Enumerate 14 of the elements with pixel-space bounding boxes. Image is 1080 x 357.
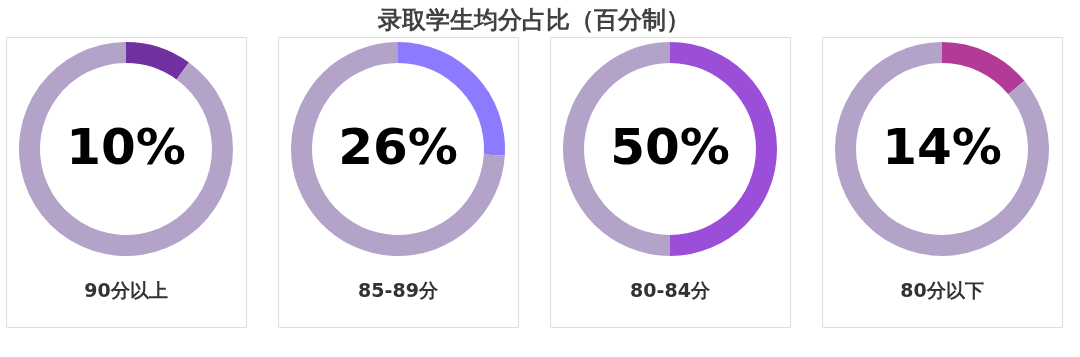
donut-slice — [835, 42, 1049, 256]
donut-slice — [291, 42, 505, 256]
text: 80分以下 — [900, 279, 984, 301]
text: 80-84分 — [630, 279, 711, 301]
data-label: 10% — [66, 118, 186, 176]
text: 90分以上 — [84, 279, 168, 301]
data-label: 14% — [882, 118, 1002, 176]
donut-slice — [942, 42, 1025, 95]
text: 录取学生均分占比（百分制） — [377, 5, 690, 34]
text: 85-89分 — [358, 279, 439, 301]
donut-slice — [19, 42, 233, 256]
data-label: 50% — [610, 118, 730, 176]
data-label: 26% — [338, 118, 458, 176]
donut-slice — [126, 42, 189, 80]
